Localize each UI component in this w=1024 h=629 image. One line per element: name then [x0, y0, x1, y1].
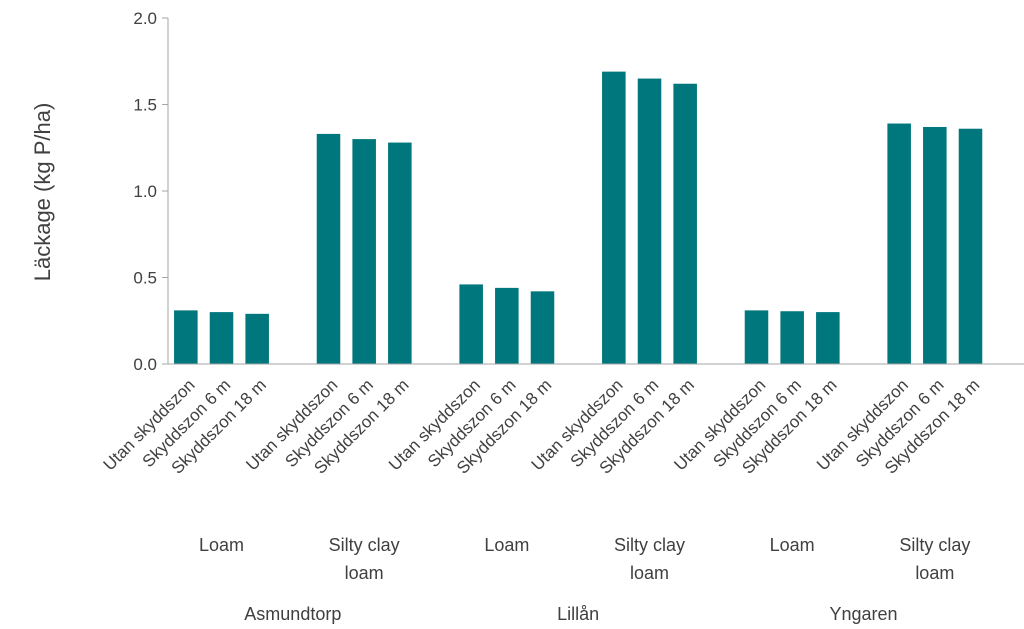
bars	[174, 71, 983, 365]
bar	[887, 123, 911, 364]
bar	[673, 83, 697, 365]
soil-type-label: Silty clay	[329, 535, 400, 555]
site-label: Asmundtorp	[244, 604, 341, 624]
bar	[495, 287, 519, 364]
y-axis-title: Läckage (kg P/ha)	[30, 103, 55, 282]
bar	[459, 284, 483, 364]
bar	[352, 139, 376, 364]
y-tick-label: 0.5	[133, 269, 157, 288]
soil-type-label: loam	[915, 563, 954, 583]
bar	[637, 78, 662, 365]
site-label: Lillån	[557, 604, 599, 624]
bar	[816, 312, 840, 364]
bar	[174, 310, 198, 364]
bar	[316, 133, 341, 364]
bar	[530, 291, 555, 364]
bar	[209, 312, 234, 364]
site-label: Yngaren	[829, 604, 897, 624]
bar	[744, 310, 769, 364]
y-tick-label: 2.0	[133, 9, 157, 28]
soil-type-label: Loam	[199, 535, 244, 555]
soil-type-label: loam	[345, 563, 384, 583]
y-tick-label: 0.0	[133, 355, 157, 374]
soil-type-label: loam	[630, 563, 669, 583]
bar	[245, 313, 269, 364]
soil-type-label: Silty clay	[899, 535, 970, 555]
bar	[958, 128, 983, 364]
bar	[602, 71, 626, 364]
y-tick-label: 1.0	[133, 182, 157, 201]
bar	[388, 142, 412, 364]
y-axis: 0.0 0.5 1.0 1.5 2.0	[133, 9, 169, 374]
bar	[923, 126, 947, 365]
soil-type-label: Loam	[484, 535, 529, 555]
soil-type-label: Silty clay	[614, 535, 685, 555]
soil-type-label: Loam	[770, 535, 815, 555]
bar	[780, 311, 804, 364]
y-tick-label: 1.5	[133, 96, 157, 115]
